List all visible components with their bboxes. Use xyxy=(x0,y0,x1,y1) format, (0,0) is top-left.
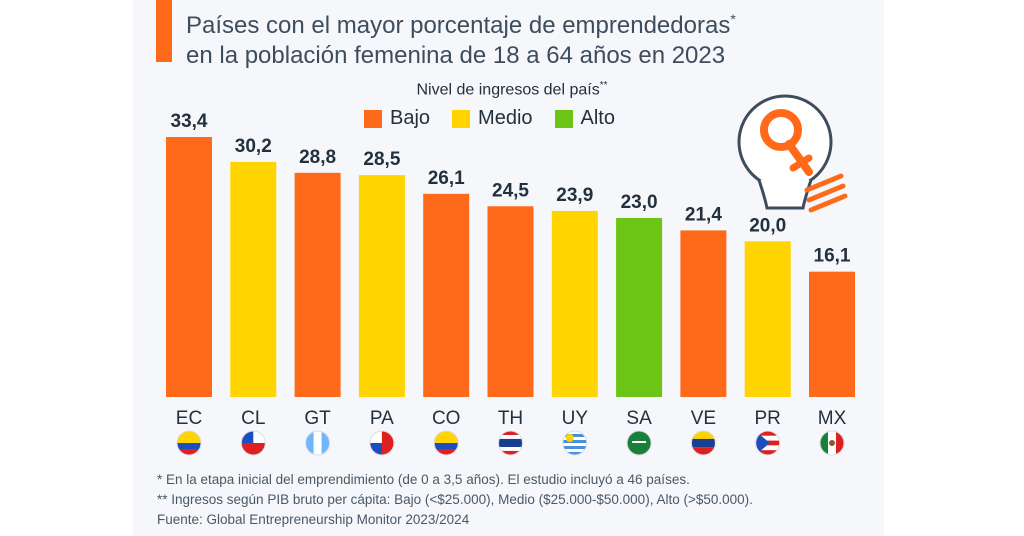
legend-item-bajo: Bajo xyxy=(364,107,430,130)
legend: Bajo Medio Alto xyxy=(364,107,615,130)
bars-group: 33,4 EC 30,2 CL 28,8 GT 28,5 PA 26,1 CO 24,5 TH 23,9… xyxy=(166,111,855,429)
legend-swatch-medio xyxy=(452,109,471,128)
legend-title: Nivel de ingresos del país** xyxy=(0,80,1024,99)
colombia-flag-icon xyxy=(433,430,459,456)
legend-label-bajo: Bajo xyxy=(390,107,431,129)
uruguay-flag-icon xyxy=(562,430,588,456)
legend-footnote-marker: ** xyxy=(599,80,608,91)
mexico-flag-icon xyxy=(819,430,845,456)
footnote-1: * En la etapa inicial del emprendimiento… xyxy=(157,472,690,487)
bar-sa xyxy=(616,217,663,397)
legend-swatch-alto xyxy=(554,109,573,128)
bar-th xyxy=(487,206,534,397)
ecuador-flag-icon xyxy=(176,430,202,456)
chile-flag-icon xyxy=(240,430,266,456)
bar-cl xyxy=(230,161,277,397)
category-label-cl: CL xyxy=(241,408,265,429)
value-label-cl: 30,2 xyxy=(235,136,272,157)
value-label-ve: 21,4 xyxy=(685,204,722,225)
bar-pr xyxy=(744,241,791,397)
source-note: Fuente: Global Entrepreneurship Monitor … xyxy=(157,512,470,527)
category-label-mx: MX xyxy=(818,408,847,429)
saudi-arabia-flag-icon xyxy=(626,430,652,456)
venezuela-flag-icon xyxy=(690,430,716,456)
legend-swatch-bajo xyxy=(364,109,382,128)
value-label-ec: 33,4 xyxy=(171,111,208,132)
value-label-pr: 20,0 xyxy=(749,215,786,236)
value-label-pa: 28,5 xyxy=(363,149,400,170)
thailand-flag-icon xyxy=(498,430,523,456)
legend-title-text: Nivel de ingresos del país xyxy=(416,81,600,99)
legend-label-medio: Medio xyxy=(478,107,533,129)
footnote-2: ** Ingresos según PIB bruto per cápita: … xyxy=(157,492,753,507)
category-label-gt: GT xyxy=(304,408,331,429)
female-symbol-lightbulb-icon xyxy=(737,94,848,213)
value-label-gt: 28,8 xyxy=(299,147,336,168)
title-line-1-text: Países con el mayor porcentaje de empren… xyxy=(186,12,731,39)
value-label-co: 26,1 xyxy=(428,168,465,189)
bar-pa xyxy=(358,175,405,397)
chart-title: Países con el mayor porcentaje de empren… xyxy=(186,4,866,71)
puerto-rico-flag-icon xyxy=(755,430,781,456)
bar-mx xyxy=(809,271,855,397)
panama-flag-icon xyxy=(369,430,395,456)
bar-co xyxy=(423,193,470,397)
value-label-th: 24,5 xyxy=(492,180,529,201)
category-label-co: CO xyxy=(432,408,461,429)
title-line-2: en la población femenina de 18 a 64 años… xyxy=(186,42,726,69)
title-footnote-marker: * xyxy=(730,11,736,27)
legend-label-alto: Alto xyxy=(580,107,615,129)
guatemala-flag-icon xyxy=(305,430,331,456)
bar-ec xyxy=(166,137,212,397)
footnotes: * En la etapa inicial del emprendimiento… xyxy=(157,470,753,530)
legend-item-medio: Medio xyxy=(452,107,533,130)
category-label-ve: VE xyxy=(691,408,716,429)
category-label-ec: EC xyxy=(176,408,202,429)
bar-gt xyxy=(294,172,341,397)
category-label-th: TH xyxy=(498,408,523,429)
flags-group xyxy=(176,430,845,456)
category-label-pa: PA xyxy=(370,408,394,429)
category-label-uy: UY xyxy=(562,408,589,429)
title-accent-bar xyxy=(156,0,172,62)
value-label-uy: 23,9 xyxy=(556,185,593,206)
bar-uy xyxy=(551,210,598,397)
legend-item-alto: Alto xyxy=(554,107,615,130)
bar-ve xyxy=(680,230,727,397)
value-label-sa: 23,0 xyxy=(621,192,658,213)
value-label-mx: 16,1 xyxy=(814,246,851,267)
category-label-pr: PR xyxy=(754,408,780,429)
category-label-sa: SA xyxy=(626,408,652,429)
title-line-1: Países con el mayor porcentaje de empren… xyxy=(186,4,866,41)
